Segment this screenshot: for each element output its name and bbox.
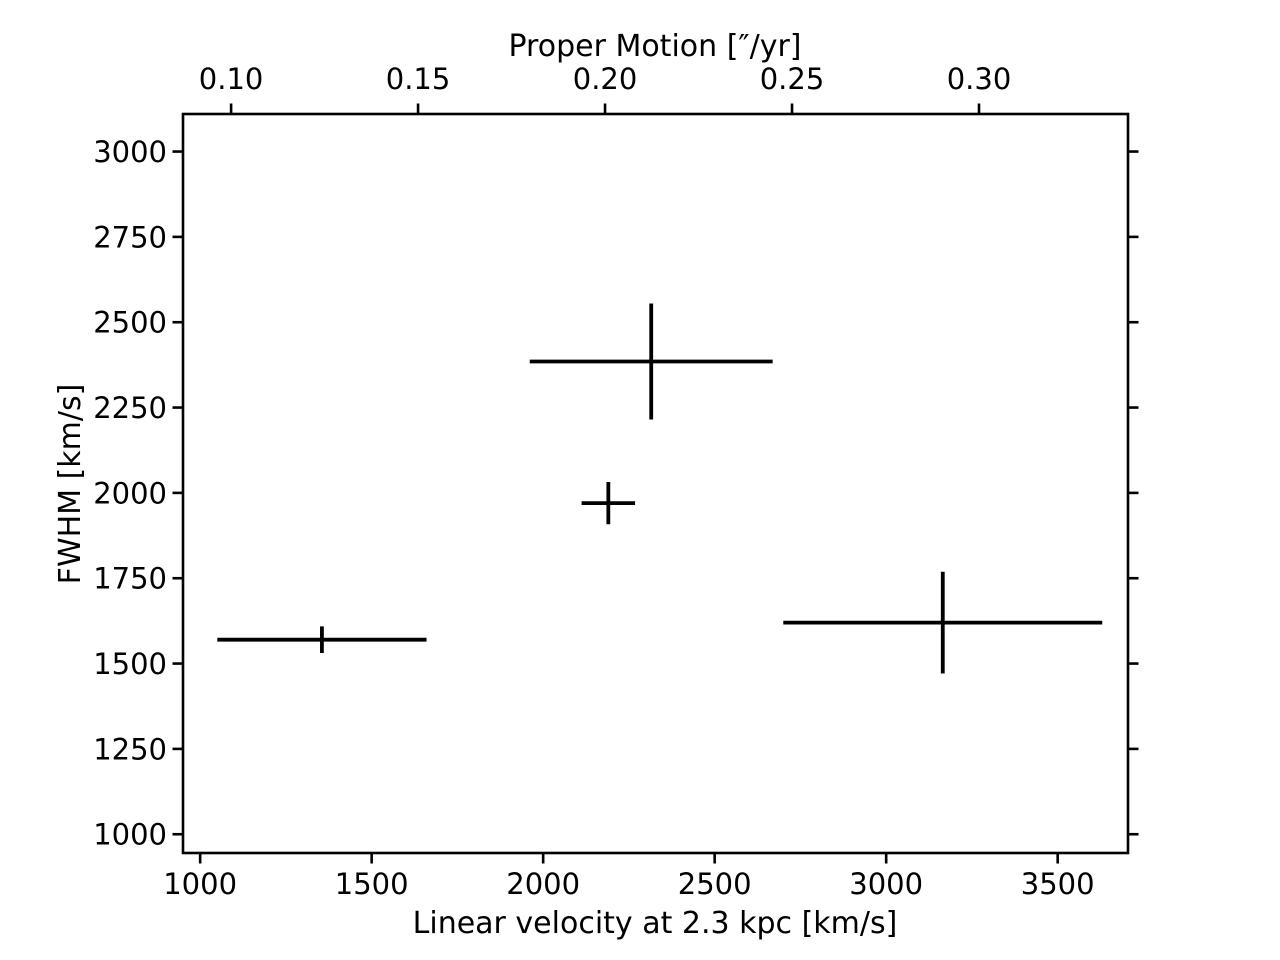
y-tick-label: 1750 (93, 562, 167, 596)
y-tick-label: 1000 (93, 818, 167, 852)
y-tick-label: 2000 (93, 476, 167, 510)
x-axis-label: Linear velocity at 2.3 kpc [km/s] (413, 906, 898, 941)
top-tick-label: 0.30 (947, 62, 1012, 96)
y-tick-label: 3000 (93, 135, 167, 169)
top-tick-label: 0.10 (199, 62, 264, 96)
x-tick-label: 1000 (163, 867, 237, 901)
y-tick-label: 2750 (93, 220, 167, 254)
y-tick-label: 1500 (93, 647, 167, 681)
axes-frame (181, 112, 1130, 855)
x-tick-label: 3000 (849, 867, 923, 901)
y-tick-label: 1250 (93, 732, 167, 766)
top-axis-label: Proper Motion [″/yr] (508, 29, 801, 64)
top-tick-label: 0.15 (386, 62, 451, 96)
y-tick-label: 2250 (93, 391, 167, 425)
y-tick-label: 2500 (93, 306, 167, 340)
top-tick-label: 0.25 (760, 62, 825, 96)
x-tick-label: 1500 (335, 867, 409, 901)
x-tick-label: 2500 (678, 867, 752, 901)
x-tick-label: 2000 (506, 867, 580, 901)
plot-area: 1000 1500 2000 2500 3000 3500 1000 1250 1500 1750… (93, 62, 1139, 901)
x-tick-label: 3500 (1021, 867, 1095, 901)
top-tick-label: 0.20 (573, 62, 638, 96)
y-axis-label: FWHM [km/s] (53, 384, 88, 585)
